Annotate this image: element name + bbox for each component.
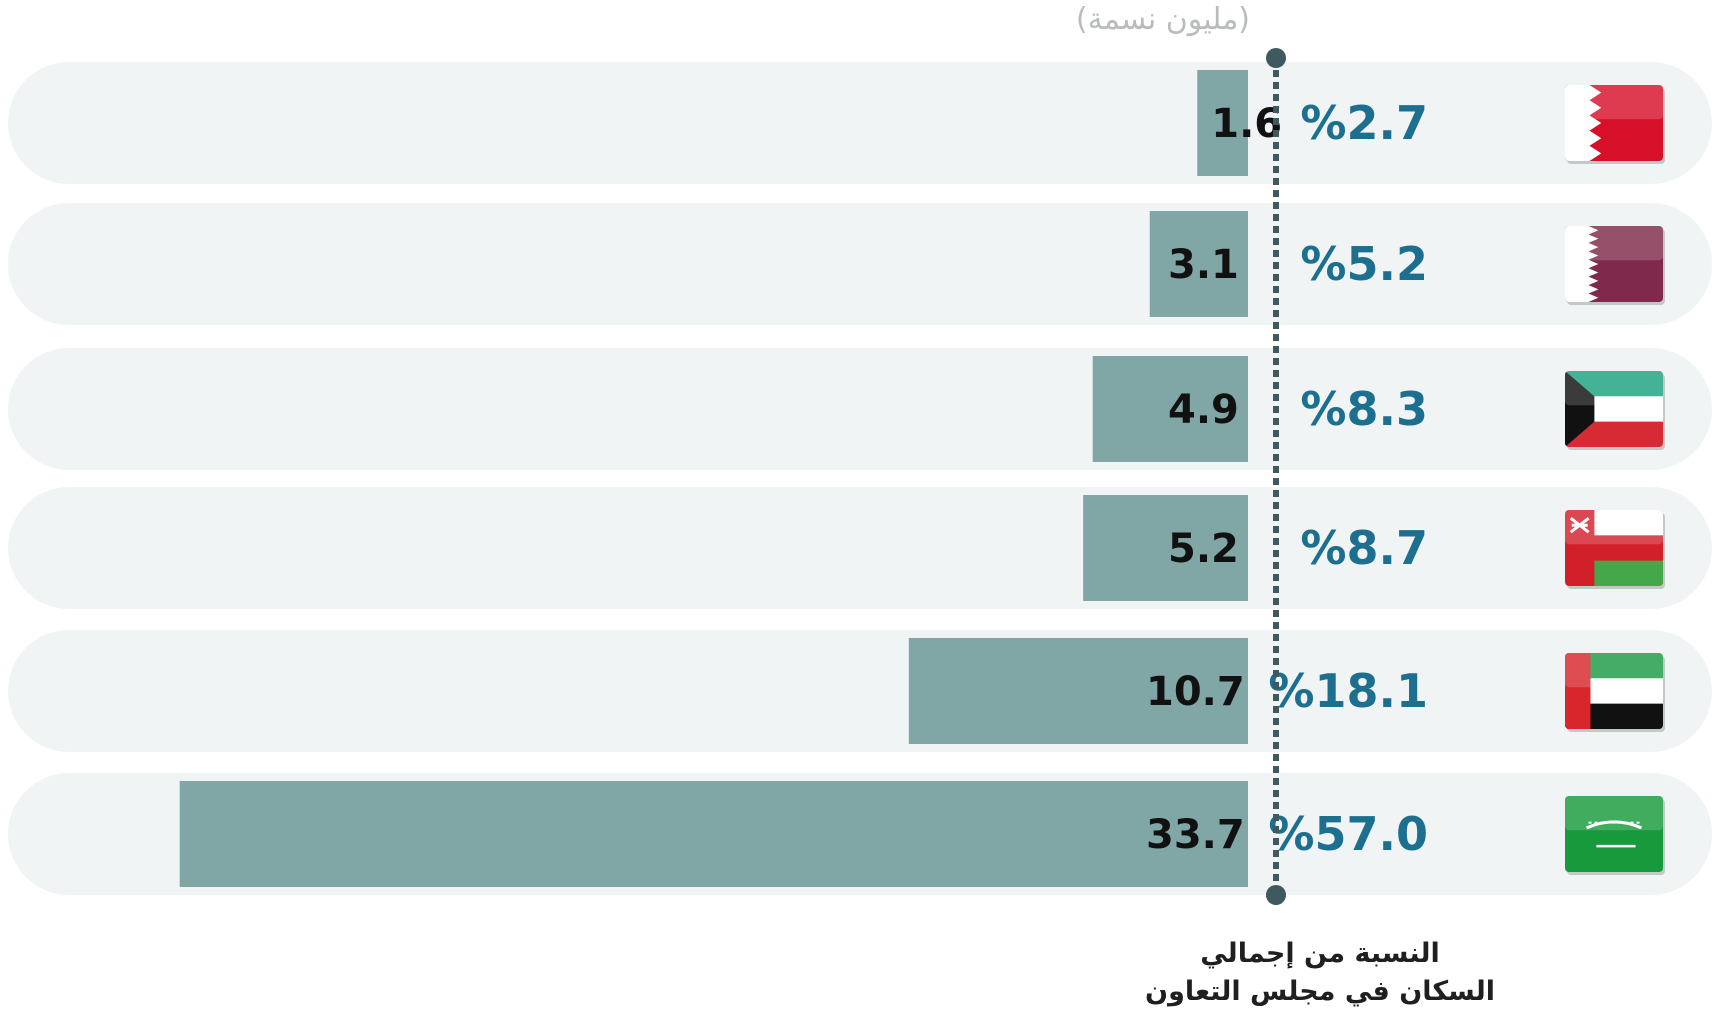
row-background	[8, 203, 1712, 325]
chart-row: 5.2 %8.7	[8, 487, 1712, 609]
qatar-flag	[1565, 226, 1665, 305]
row-background	[8, 630, 1712, 752]
axis-top-dot	[1266, 48, 1286, 68]
kuwait-flag	[1565, 371, 1665, 450]
share-label: %8.3	[1300, 382, 1428, 436]
uae-flag	[1565, 653, 1665, 732]
share-label: %5.2	[1300, 237, 1428, 291]
share-axis-title: النسبة من إجمالي السكان في مجلس التعاون	[1100, 935, 1540, 1011]
oman-flag	[1565, 510, 1665, 589]
bar-value-label: 5.2	[1168, 526, 1239, 572]
share-label: %57.0	[1268, 807, 1428, 861]
bar-value-label: 33.7	[1146, 812, 1245, 858]
saudi-flag	[1565, 796, 1665, 875]
chart-row: 4.9 %8.3	[8, 348, 1712, 470]
bar	[179, 781, 1249, 887]
row-background	[8, 348, 1712, 470]
share-label: %18.1	[1268, 664, 1428, 718]
chart-row: 33.7 %57.0	[8, 773, 1712, 895]
row-background	[8, 487, 1712, 609]
axis-bottom-dot	[1266, 885, 1286, 905]
chart-row: 10.7 %18.1	[8, 630, 1712, 752]
share-label: %8.7	[1300, 521, 1428, 575]
bar	[1149, 211, 1248, 317]
bar	[1083, 495, 1248, 601]
bar	[908, 638, 1248, 744]
share-label: %2.7	[1300, 96, 1428, 150]
bar-value-label: 4.9	[1168, 387, 1239, 433]
bar-value-label: 3.1	[1168, 242, 1239, 288]
bar	[1197, 70, 1248, 176]
share-title-line-1: النسبة من إجمالي	[1200, 938, 1440, 969]
bar-value-label: 1.6	[1211, 101, 1282, 147]
bahrain-flag	[1565, 85, 1665, 164]
row-background	[8, 62, 1712, 184]
chart-row: 1.6 %2.7	[8, 62, 1712, 184]
bar	[1092, 356, 1248, 462]
chart-row: 3.1 %5.2	[8, 203, 1712, 325]
rows-layer: 1.6 %2.7 3.1 %5.2 4.9 %8.3 5.2 %8.7 10.7 %18.1 33.…	[8, 62, 1712, 895]
bar-value-label: 10.7	[1146, 669, 1245, 715]
unit-label: (مليون نسمة)	[1075, 2, 1250, 37]
share-title-line-2: السكان في مجلس التعاون	[1145, 976, 1495, 1007]
